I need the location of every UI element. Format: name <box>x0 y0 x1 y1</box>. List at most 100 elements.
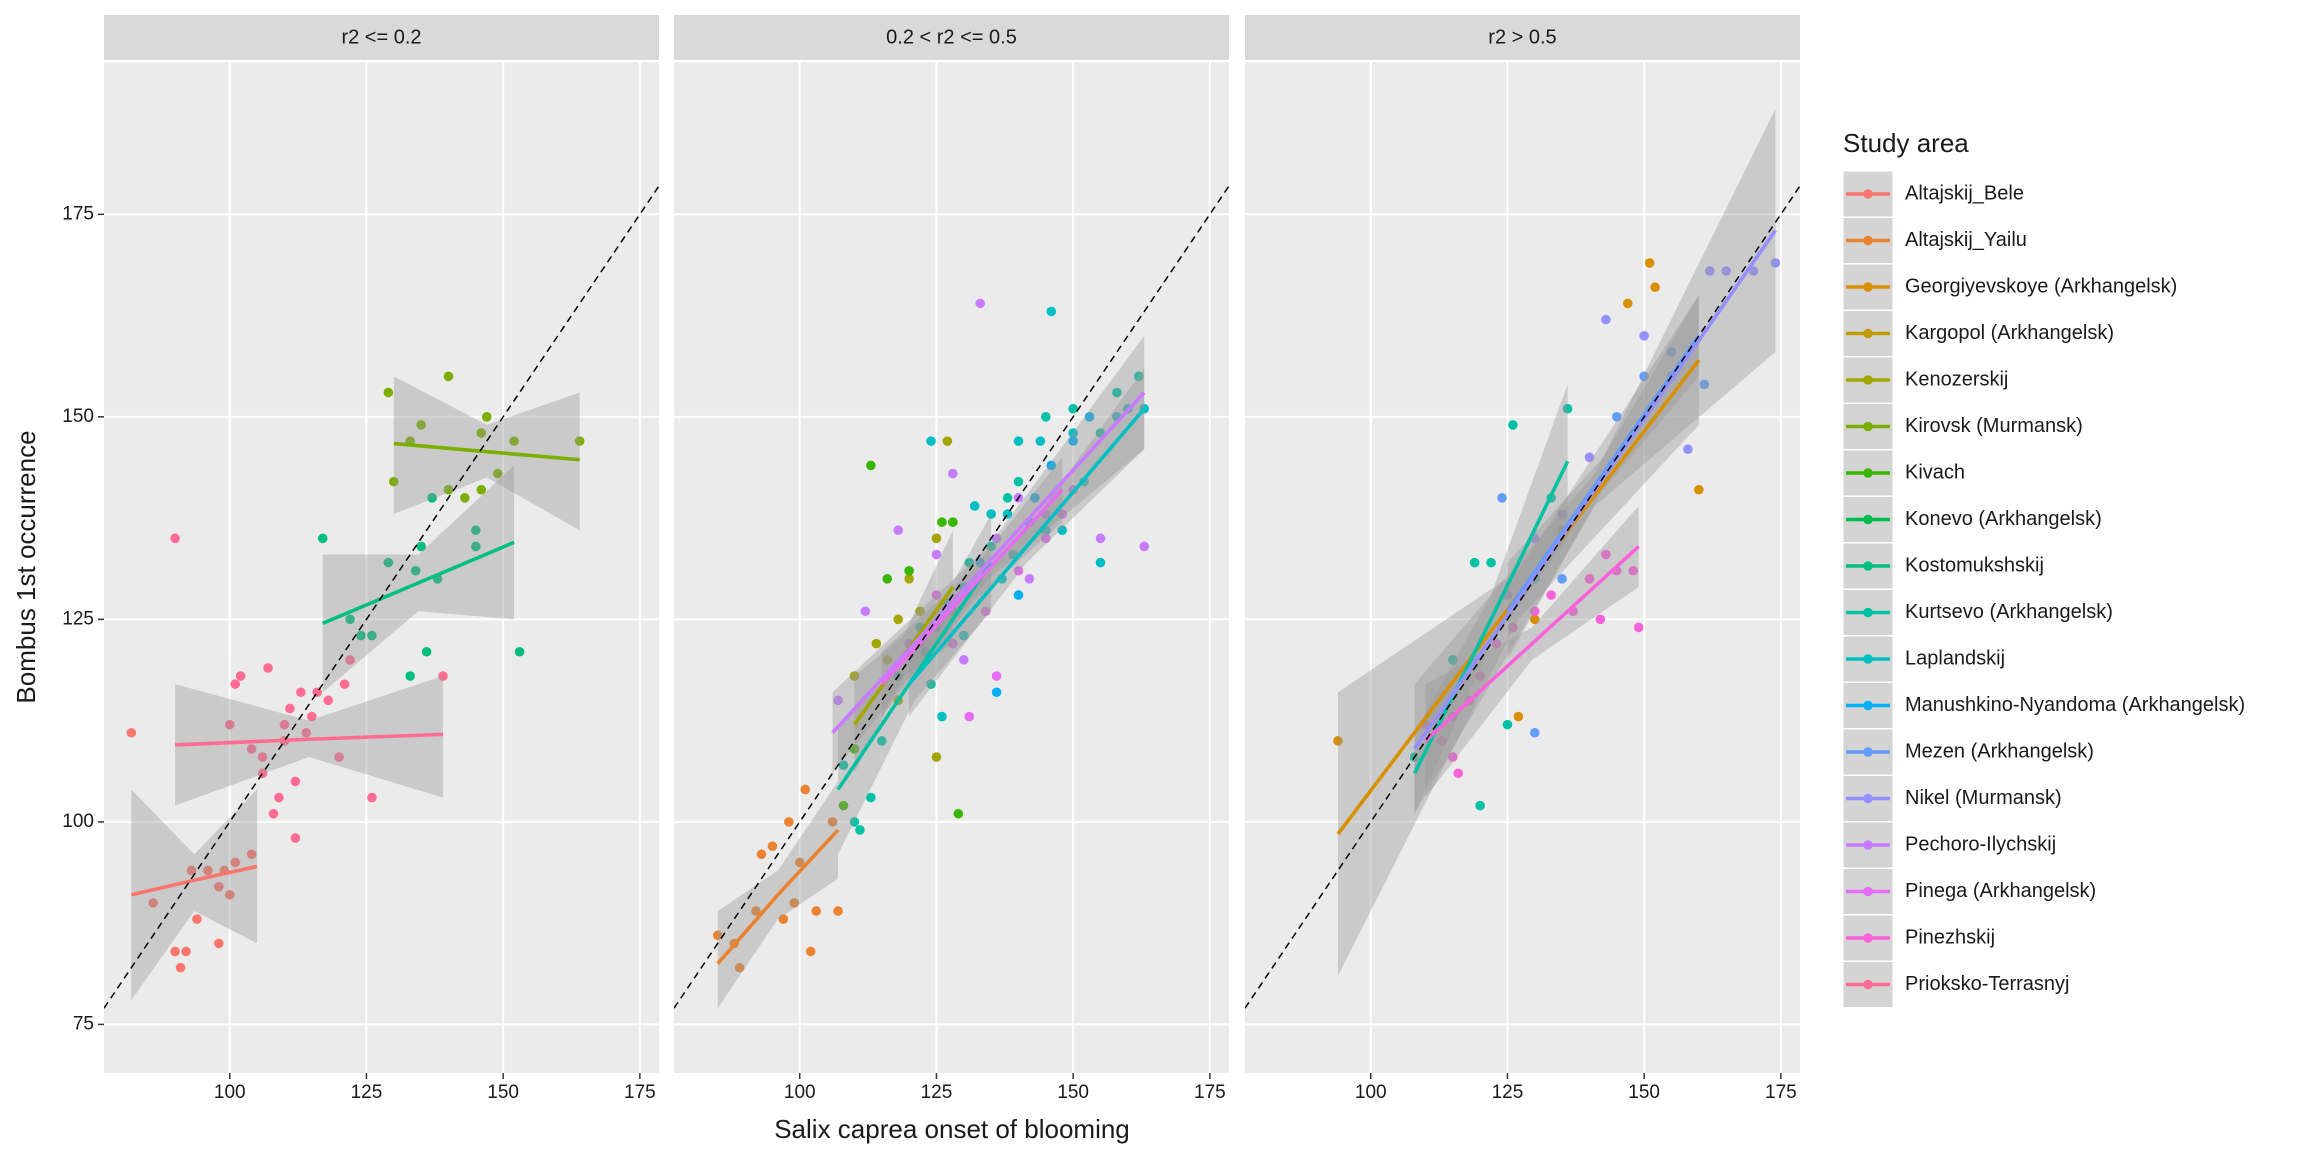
point <box>882 574 893 584</box>
fit-line <box>393 441 580 462</box>
point <box>574 436 585 446</box>
legend-key-point <box>1863 886 1873 897</box>
point <box>849 817 860 827</box>
legend-key-point <box>1863 840 1873 850</box>
x-tick-label: 125 <box>1492 1082 1524 1103</box>
point <box>931 590 942 600</box>
x-axis-title: Salix caprea onset of blooming <box>774 1114 1130 1144</box>
point <box>1704 266 1715 276</box>
point <box>1068 436 1078 446</box>
point <box>751 906 761 916</box>
legend-key-point <box>1863 979 1873 990</box>
legend-label: Kurtsevo (Arkhangelsk) <box>1905 601 2113 623</box>
point <box>1508 622 1518 633</box>
point <box>1694 484 1704 495</box>
point <box>866 792 876 803</box>
point <box>937 517 947 527</box>
point <box>214 881 224 892</box>
point <box>224 719 235 730</box>
panel-background <box>104 62 659 1073</box>
point <box>290 833 301 843</box>
point <box>1447 752 1458 762</box>
x-tick-label: 175 <box>624 1082 656 1103</box>
point <box>323 695 333 706</box>
point <box>1084 412 1095 422</box>
point <box>833 695 843 706</box>
point <box>383 387 394 398</box>
point <box>948 638 958 649</box>
point <box>290 776 301 787</box>
legend-label: Georgiyevskoye (Arkhangelsk) <box>1905 275 2177 297</box>
point <box>926 436 936 446</box>
point <box>1666 347 1677 357</box>
point <box>1046 306 1057 317</box>
point <box>186 865 197 876</box>
y-tick-label: 175 <box>62 203 94 224</box>
point <box>1584 452 1595 463</box>
point <box>345 614 355 625</box>
confidence-band <box>1425 505 1639 798</box>
point <box>948 468 958 479</box>
point <box>317 533 328 544</box>
point <box>224 889 235 900</box>
x-tick-label: 150 <box>1057 1082 1089 1103</box>
point <box>148 898 159 908</box>
point <box>181 946 191 957</box>
confidence-band <box>322 465 515 693</box>
point <box>964 557 975 568</box>
confidence-band <box>1414 108 1776 814</box>
point <box>476 484 487 495</box>
point <box>1046 460 1057 471</box>
legend-label: Manushkino-Nyandoma (Arkhangelsk) <box>1905 694 2245 716</box>
legend-key-point <box>1863 747 1873 757</box>
legend-label: Nikel (Murmansk) <box>1905 787 2062 809</box>
point <box>1595 614 1606 625</box>
point <box>296 687 306 698</box>
point <box>416 420 426 430</box>
legend-key-point <box>1863 700 1873 711</box>
point <box>1068 428 1078 438</box>
point <box>860 606 871 617</box>
point <box>1644 258 1655 268</box>
x-tick-label: 175 <box>1765 1082 1797 1103</box>
fit-line <box>880 488 1064 686</box>
point <box>866 460 876 471</box>
legend-key-point <box>1863 235 1873 246</box>
point <box>893 525 903 536</box>
legend-key-point <box>1863 793 1873 804</box>
point <box>438 671 448 681</box>
point <box>1748 266 1759 276</box>
point <box>257 752 268 762</box>
point <box>959 630 969 641</box>
point <box>1683 444 1693 455</box>
legend-key-point <box>1863 607 1873 618</box>
y-tick-label: 150 <box>62 406 94 427</box>
panel-background <box>674 62 1229 1073</box>
fit-line <box>907 407 1146 686</box>
point <box>1584 574 1595 584</box>
legend-key-point <box>1863 561 1873 571</box>
reference-line <box>1245 185 1800 1009</box>
point <box>230 679 241 689</box>
point <box>443 484 454 495</box>
y-tick-label: 125 <box>62 608 94 629</box>
point <box>1475 671 1485 681</box>
point <box>789 898 800 908</box>
point <box>421 646 432 657</box>
point <box>356 630 366 641</box>
fit-line <box>175 732 444 747</box>
legend-label: Konevo (Arkhangelsk) <box>1905 508 2102 530</box>
point <box>268 808 279 819</box>
point <box>1557 509 1567 519</box>
fit-line <box>1412 460 1570 775</box>
point <box>849 671 860 681</box>
point <box>1453 768 1464 779</box>
point <box>904 574 914 584</box>
point <box>1562 403 1573 414</box>
point <box>1475 800 1485 811</box>
point <box>230 857 241 868</box>
point <box>734 962 745 973</box>
point <box>975 557 986 568</box>
x-tick-label: 100 <box>214 1082 246 1103</box>
